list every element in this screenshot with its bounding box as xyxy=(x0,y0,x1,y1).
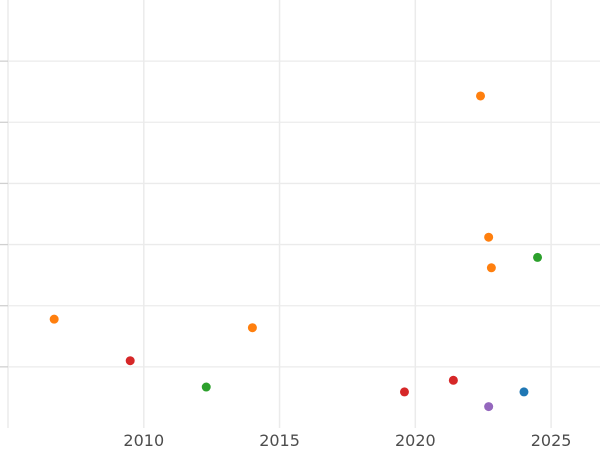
point-s0-0 xyxy=(49,314,59,324)
point-s1-2 xyxy=(448,375,458,385)
point-s2-0 xyxy=(201,382,211,392)
x-tick-labels: 2010 2015 2020 2025 xyxy=(123,431,571,450)
point-s0-4 xyxy=(486,263,496,273)
point-s0-1 xyxy=(247,323,257,333)
data-points xyxy=(49,91,543,412)
x-tick-label-1: 2015 xyxy=(259,431,300,450)
point-s1-0 xyxy=(125,356,135,366)
x-tick-label-2: 2020 xyxy=(395,431,436,450)
point-s0-2 xyxy=(476,91,486,101)
point-s2-1 xyxy=(533,252,543,262)
x-tick-label-3: 2025 xyxy=(531,431,572,450)
point-s3-0 xyxy=(519,387,529,397)
x-tick-label-0: 2010 xyxy=(123,431,164,450)
point-s0-3 xyxy=(484,232,494,242)
point-s1-1 xyxy=(399,387,409,397)
grid xyxy=(0,0,600,428)
point-s4-0 xyxy=(484,402,494,412)
